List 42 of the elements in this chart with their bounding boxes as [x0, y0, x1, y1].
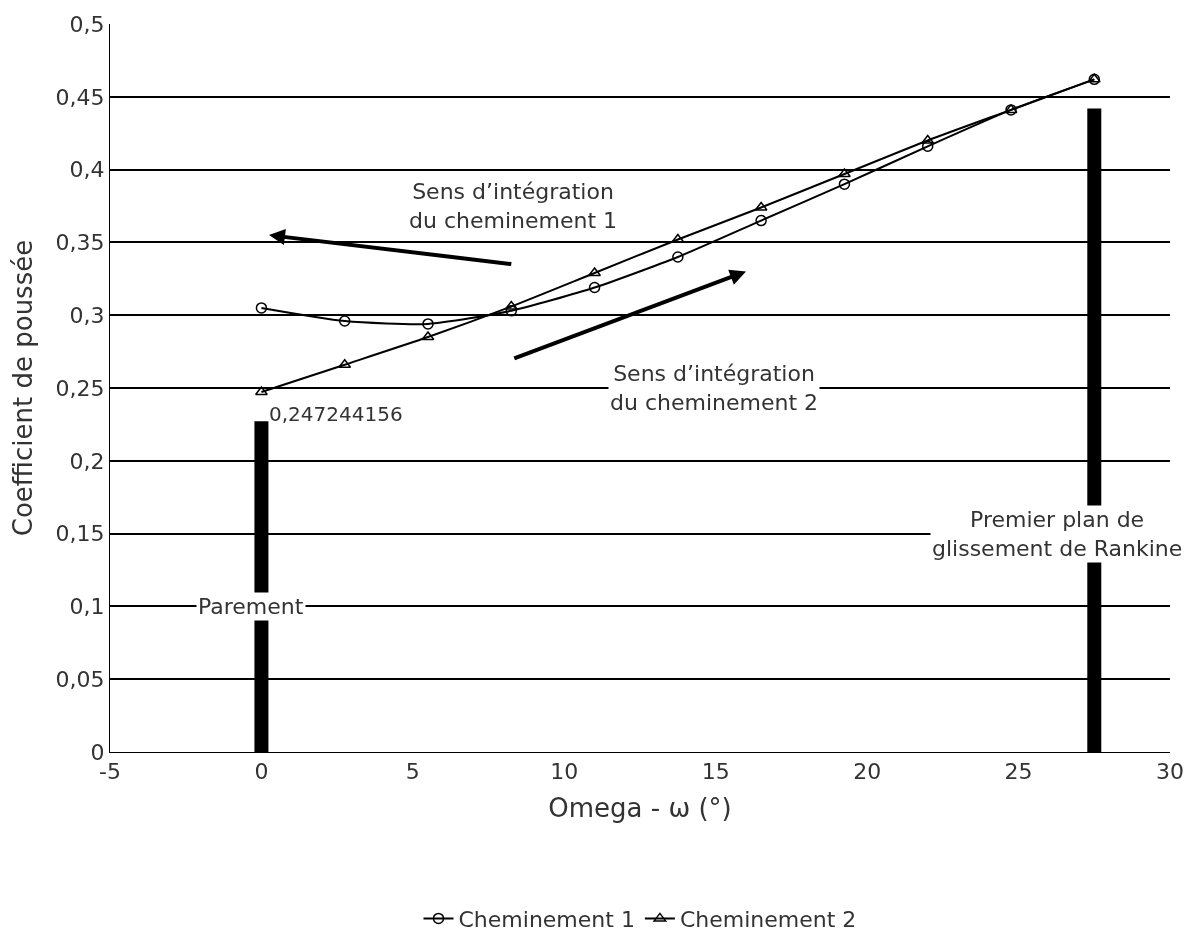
y-tick-label: 0,15 — [55, 521, 105, 547]
x-tick-label: 15 — [701, 759, 730, 785]
y-tick-label: 0,4 — [69, 157, 105, 183]
y-tick-label: 0,2 — [69, 448, 105, 474]
x-axis-title: Omega - ω (°) — [548, 793, 732, 824]
annotation: Sens d’intégration du cheminement 2 — [610, 361, 819, 415]
y-tick-label: 0,25 — [55, 375, 105, 401]
x-tick-label: 10 — [550, 759, 579, 785]
y-tick-label: 0,1 — [69, 594, 105, 620]
annotation: 0,247244156 — [269, 402, 403, 426]
y-tick-label: 0,05 — [55, 666, 105, 692]
x-tick-label: 30 — [1156, 759, 1184, 785]
point — [755, 214, 767, 227]
point — [338, 358, 352, 368]
point — [672, 251, 684, 263]
annotation: Sens d’intégration du cheminement 1 — [409, 179, 618, 233]
x-tick-label: 5 — [405, 759, 420, 785]
ref-line-label: Premier plan de glissement de Rankine — [932, 507, 1183, 561]
y-axis-title: Coefficient de poussée — [8, 239, 39, 537]
ref-line-label: Parement — [198, 594, 304, 619]
point — [254, 386, 268, 396]
point — [921, 134, 935, 144]
point — [338, 315, 351, 327]
x-tick-label: 20 — [853, 759, 882, 785]
y-tick-label: 0,45 — [55, 84, 105, 110]
point — [421, 331, 435, 341]
point — [255, 302, 268, 314]
point — [838, 178, 851, 190]
point — [588, 267, 602, 277]
legend-label: Cheminement 1 — [458, 906, 635, 932]
point — [504, 300, 518, 310]
point — [754, 201, 768, 211]
point — [588, 281, 601, 294]
point — [921, 140, 934, 153]
y-tick-label: 0,35 — [55, 230, 105, 256]
x-tick-label: 25 — [1004, 759, 1033, 785]
y-tick-label: 0,3 — [69, 302, 105, 328]
x-tick-label: 0 — [254, 759, 269, 785]
point — [422, 318, 434, 330]
y-tick-label: 0,5 — [69, 11, 105, 37]
legend-label: Cheminement 2 — [679, 906, 857, 932]
point — [837, 168, 851, 178]
